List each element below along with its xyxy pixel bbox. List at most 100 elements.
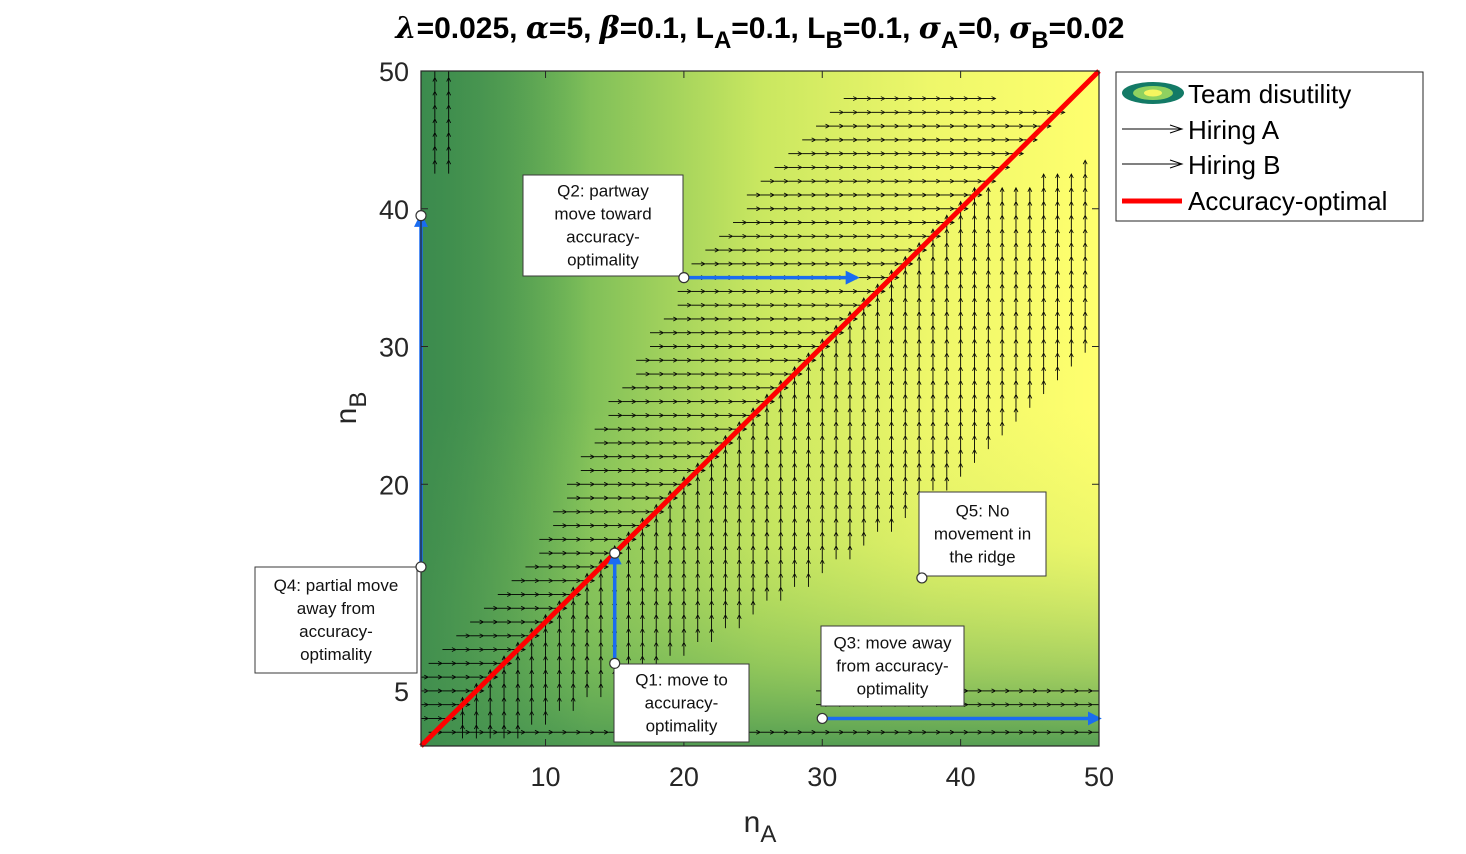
hiring-a-arrow xyxy=(829,233,845,239)
hiring-b-arrow xyxy=(1082,283,1088,298)
hiring-b-arrow xyxy=(833,489,839,505)
hiring-a-arrow xyxy=(940,109,955,115)
hiring-a-arrow xyxy=(760,344,776,349)
hiring-b-arrow xyxy=(1068,228,1074,243)
hiring-a-arrow xyxy=(746,371,762,377)
annotation-line: Q3: move away xyxy=(833,634,952,653)
annotation-line: optimality xyxy=(857,680,929,699)
hiring-a-arrow xyxy=(774,330,789,336)
hiring-b-arrow xyxy=(584,586,590,601)
hiring-a-arrow xyxy=(428,688,443,694)
legend-arrow-a-icon xyxy=(1122,124,1184,134)
hiring-b-arrow xyxy=(875,434,880,450)
hiring-a-arrow xyxy=(428,716,443,721)
hiring-b-arrow xyxy=(889,434,894,450)
annotation-q3: Q3: move away from accuracy-optimality xyxy=(820,625,965,707)
hiring-b-arrow xyxy=(626,572,631,587)
hiring-a-arrow xyxy=(525,605,540,611)
hiring-a-arrow xyxy=(760,729,776,735)
hiring-b-arrow xyxy=(557,696,562,711)
hiring-b-arrow xyxy=(972,421,977,436)
hiring-b-arrow xyxy=(736,489,742,505)
hiring-b-arrow xyxy=(681,600,687,615)
hiring-a-arrow xyxy=(663,344,679,349)
hiring-a-arrow xyxy=(1065,702,1080,708)
annotation-q1: Q1: move to accuracy-optimality xyxy=(613,663,750,743)
marker-point xyxy=(415,210,427,222)
hiring-a-arrow xyxy=(663,385,679,391)
legend-arrow-b-icon xyxy=(1122,159,1184,169)
hiring-a-arrow xyxy=(594,454,609,460)
hiring-b-arrow xyxy=(930,393,936,408)
hiring-b-arrow xyxy=(723,517,728,532)
annotation-line: optimality xyxy=(646,717,718,736)
hiring-b-arrow xyxy=(889,517,894,532)
hiring-a-arrow xyxy=(622,399,637,404)
hiring-b-arrow xyxy=(958,228,963,243)
hiring-a-arrow xyxy=(899,165,914,170)
hiring-b-arrow xyxy=(999,393,1005,408)
hiring-b-arrow xyxy=(902,338,908,353)
hiring-b-arrow xyxy=(501,682,507,698)
y-tick-label: 50 xyxy=(379,57,409,87)
hiring-b-arrow xyxy=(958,255,963,271)
hiring-a-arrow xyxy=(954,178,969,184)
hiring-a-arrow xyxy=(677,440,693,446)
hiring-a-arrow xyxy=(746,385,762,391)
hiring-b-arrow xyxy=(640,572,645,587)
hiring-b-arrow xyxy=(902,503,908,519)
hiring-a-arrow xyxy=(705,261,720,267)
hiring-a-arrow xyxy=(649,426,665,432)
hiring-a-arrow xyxy=(608,413,623,418)
hiring-a-arrow xyxy=(774,247,789,253)
hiring-a-arrow xyxy=(802,206,817,212)
hiring-a-arrow xyxy=(995,137,1011,143)
hiring-a-arrow xyxy=(636,481,651,487)
hiring-a-arrow xyxy=(816,137,831,143)
hiring-b-arrow xyxy=(570,696,576,711)
hiring-a-arrow xyxy=(829,109,845,115)
hiring-b-arrow xyxy=(847,352,853,367)
hiring-b-arrow xyxy=(598,655,604,670)
hiring-b-arrow xyxy=(999,241,1005,257)
hiring-b-arrow xyxy=(902,297,908,312)
hiring-a-arrow xyxy=(622,523,637,528)
hiring-a-arrow xyxy=(580,523,596,528)
hiring-a-arrow xyxy=(968,109,983,115)
hiring-b-arrow xyxy=(902,434,908,450)
hiring-b-arrow xyxy=(806,517,811,532)
hiring-a-arrow xyxy=(760,302,776,308)
hiring-a-arrow xyxy=(788,289,803,294)
hiring-b-arrow xyxy=(902,269,908,284)
hiring-a-arrow xyxy=(843,247,859,253)
hiring-b-arrow xyxy=(999,310,1005,326)
hiring-a-arrow xyxy=(899,247,914,253)
hiring-b-arrow xyxy=(930,407,936,422)
hiring-a-arrow xyxy=(1023,123,1038,129)
hiring-b-arrow xyxy=(985,352,991,367)
hiring-b-arrow xyxy=(764,545,770,560)
hiring-a-arrow xyxy=(691,316,706,322)
hiring-b-arrow xyxy=(916,462,922,477)
hiring-a-arrow xyxy=(816,261,831,267)
hiring-a-arrow xyxy=(982,151,997,157)
hiring-a-arrow xyxy=(566,481,582,487)
hiring-b-arrow xyxy=(1027,255,1033,271)
title-segment: =0.025, xyxy=(417,12,526,45)
hiring-b-arrow xyxy=(723,531,728,546)
hiring-a-arrow xyxy=(774,289,789,294)
hiring-a-arrow xyxy=(719,330,734,336)
hiring-a-arrow xyxy=(622,413,637,418)
hiring-a-arrow xyxy=(926,206,942,212)
hiring-b-arrow xyxy=(1068,283,1074,298)
hiring-a-arrow xyxy=(705,426,720,432)
hiring-b-arrow xyxy=(681,503,687,519)
legend: Team disutility Hiring A Hiring B Accura… xyxy=(1115,71,1424,222)
hiring-a-arrow xyxy=(746,233,762,239)
hiring-b-arrow xyxy=(875,407,880,422)
hiring-a-arrow xyxy=(719,233,734,239)
hiring-a-arrow xyxy=(1065,729,1080,735)
hiring-b-arrow xyxy=(985,324,991,339)
hiring-b-arrow xyxy=(1082,255,1088,271)
hiring-b-arrow xyxy=(861,448,867,463)
